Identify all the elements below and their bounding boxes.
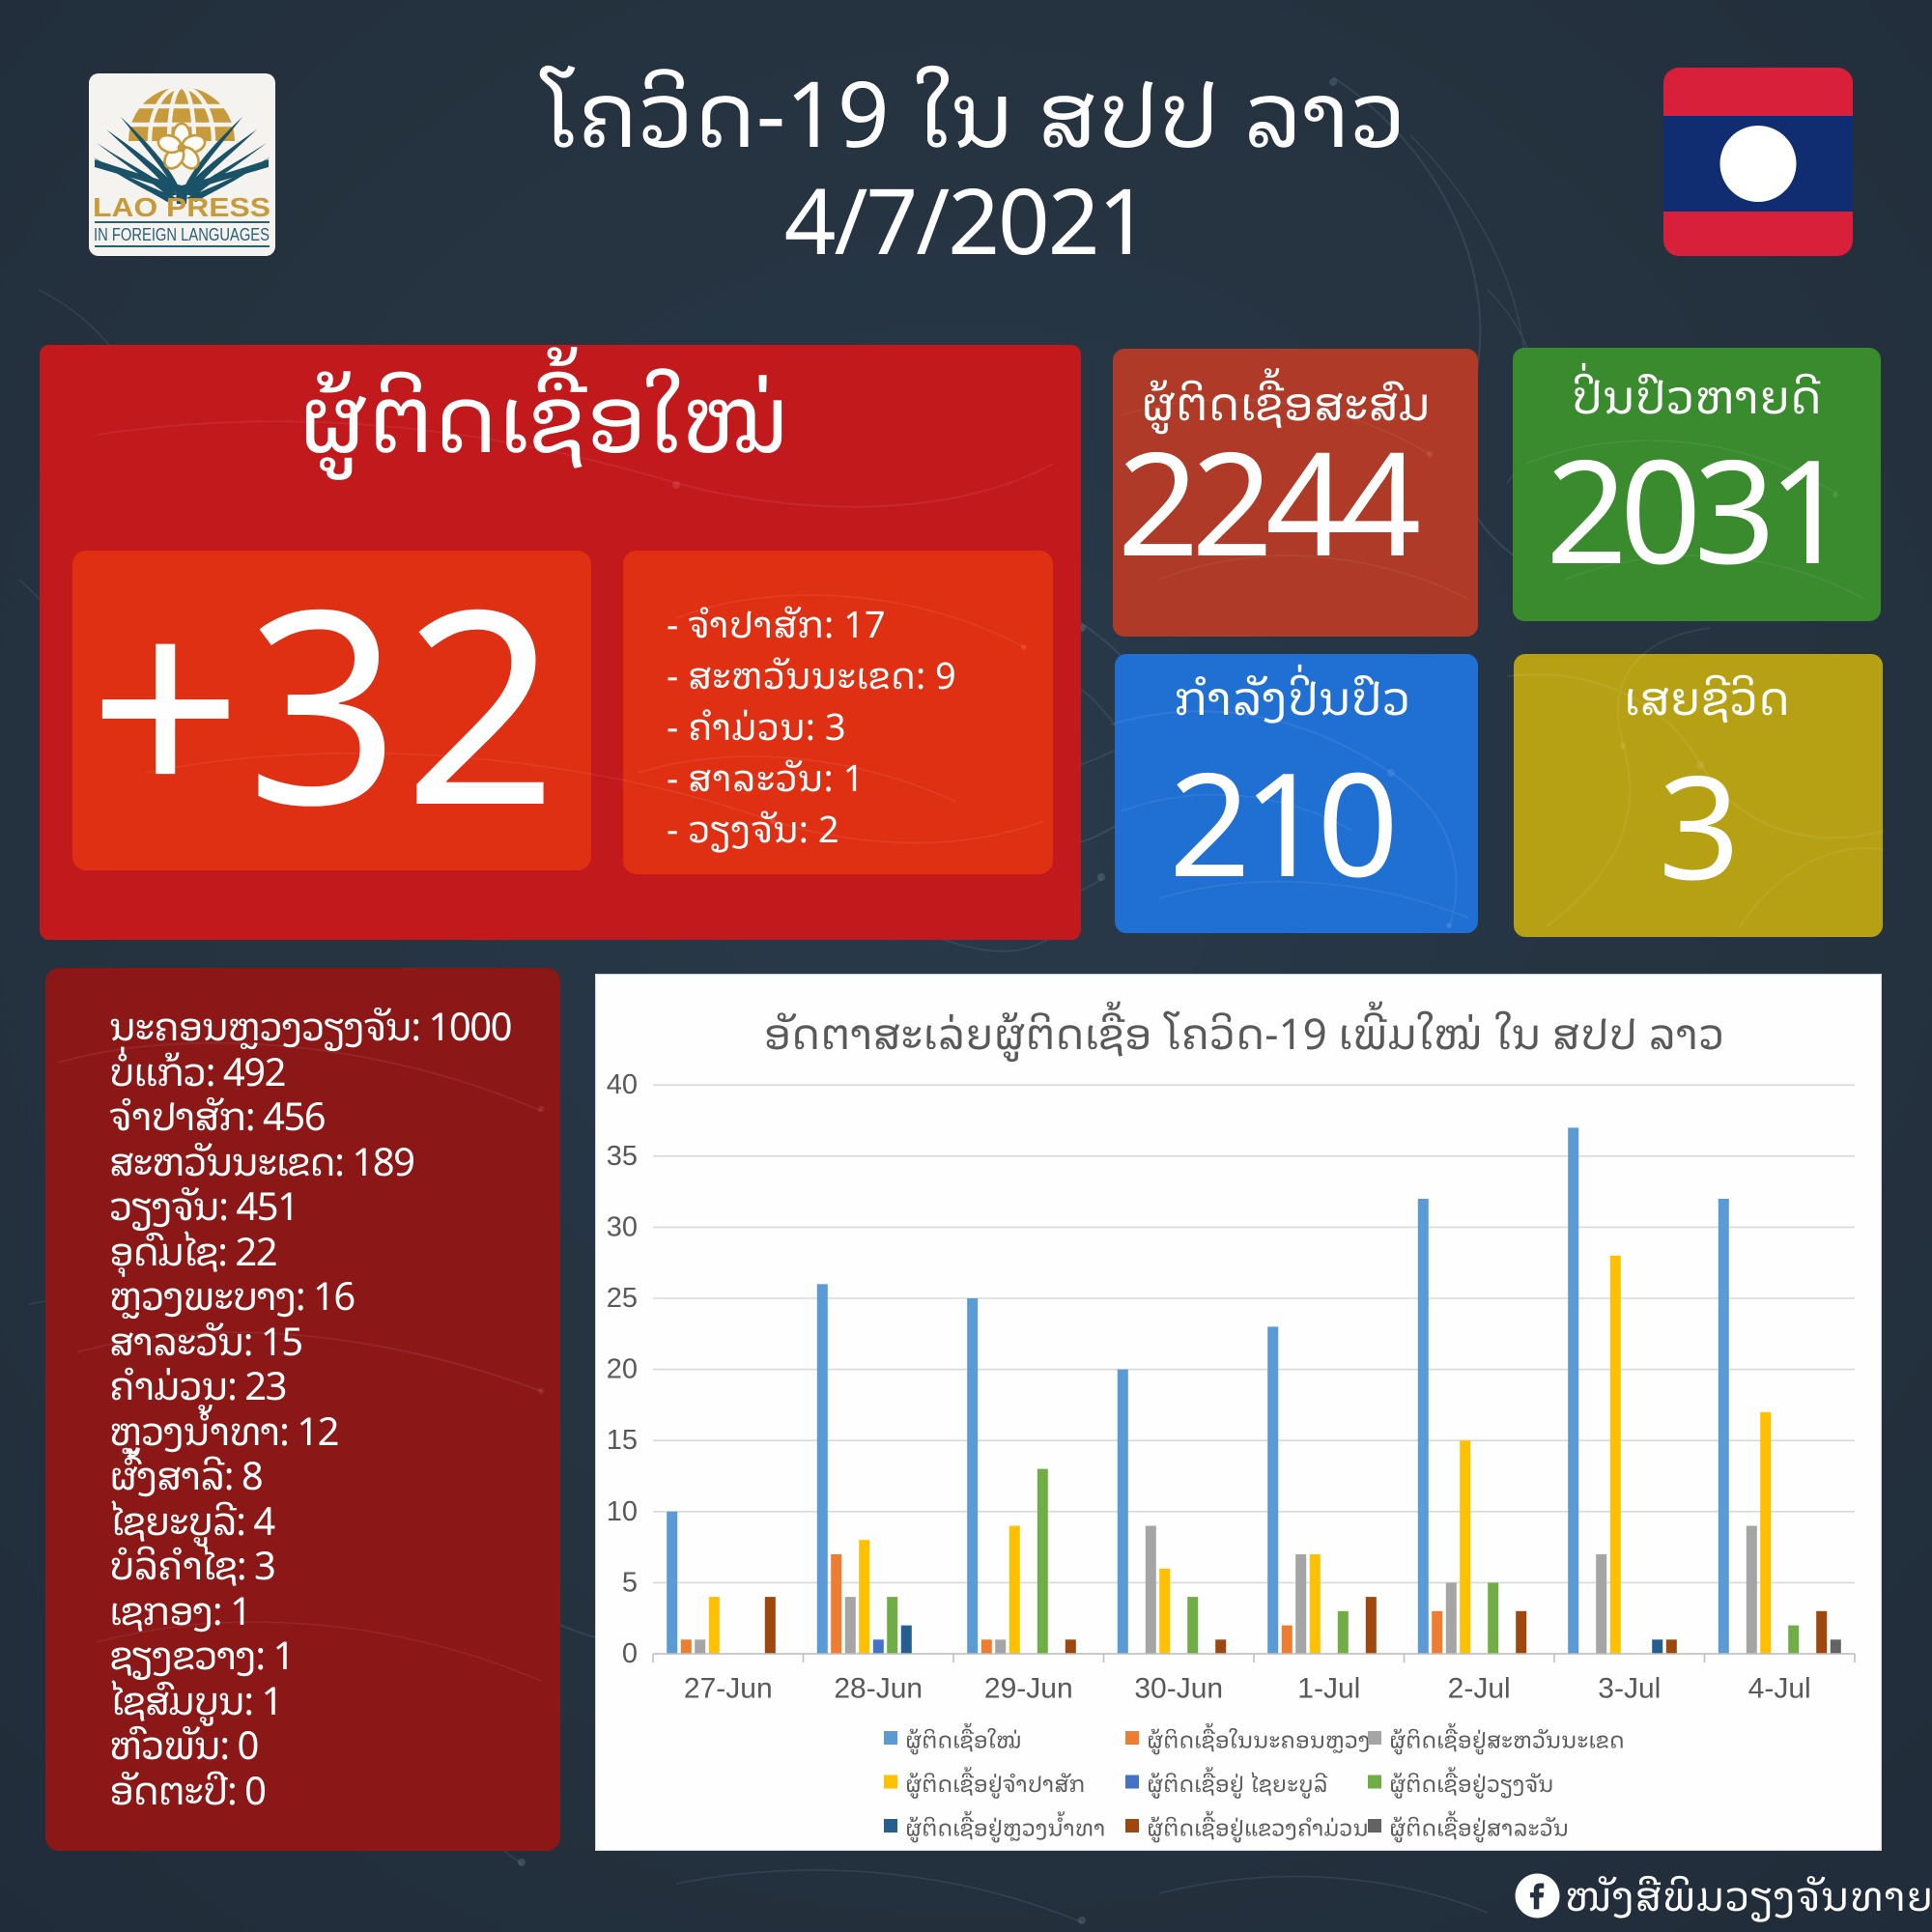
svg-text:1-Jul: 1-Jul — [1297, 1673, 1360, 1705]
svg-text:3-Jul: 3-Jul — [1598, 1673, 1661, 1705]
svg-text:ຜູ້ຕິດເຊື້ອຢູ່ສາລະວັນ: ຜູ້ຕິດເຊື້ອຢູ່ສາລະວັນ — [1389, 1809, 1569, 1845]
svg-text:5: 5 — [622, 1567, 638, 1598]
svg-text:ຜູ້ຕິດເຊື້ອໃນນະຄອນຫຼວງ: ຜູ້ຕິດເຊື້ອໃນນະຄອນຫຼວງ — [1147, 1721, 1371, 1757]
svg-text:ຜູ້ຕິດເຊື້ອຢູ່ວຽງຈັນ: ຜູ້ຕິດເຊື້ອຢູ່ວຽງຈັນ — [1389, 1765, 1553, 1801]
svg-text:ອັດຕາສະເລ່ຍຜູ້ຕິດເຊື້ອ ໂຄວິດ-1: ອັດຕາສະເລ່ຍຜູ້ຕິດເຊື້ອ ໂຄວິດ-19 ເພີ້ມໃໝ່… — [763, 997, 1724, 1065]
svg-text:0: 0 — [622, 1638, 638, 1669]
svg-text:20: 20 — [607, 1354, 638, 1385]
svg-text:27-Jun: 27-Jun — [684, 1673, 773, 1705]
svg-text:35: 35 — [607, 1141, 638, 1172]
svg-text:15: 15 — [607, 1425, 638, 1456]
svg-text:40: 40 — [607, 1069, 638, 1100]
svg-text:ຜູ້ຕິດເຊື້ອຢູ່ຈຳປາສັກ: ຜູ້ຕິດເຊື້ອຢູ່ຈຳປາສັກ — [905, 1765, 1085, 1801]
svg-text:ຜູ້ຕິດເຊື້ອຢູ່ສະຫວັນນະເຂດ: ຜູ້ຕິດເຊື້ອຢູ່ສະຫວັນນະເຂດ — [1389, 1721, 1625, 1757]
svg-text:ຜູ້ຕິດເຊື້ອຢູ່ ໄຊຍະບູລີ: ຜູ້ຕິດເຊື້ອຢູ່ ໄຊຍະບູລີ — [1147, 1765, 1328, 1801]
svg-text:2-Jul: 2-Jul — [1448, 1673, 1511, 1705]
svg-text:30-Jun: 30-Jun — [1134, 1673, 1223, 1705]
svg-text:ຜູ້ຕິດເຊື້ອຢູ່ແຂວງຄຳມ່ວນ: ຜູ້ຕິດເຊື້ອຢູ່ແຂວງຄຳມ່ວນ — [1147, 1809, 1369, 1845]
svg-text:4-Jul: 4-Jul — [1748, 1673, 1811, 1705]
svg-text:ຜູ້ຕິດເຊື້ອໃໝ່: ຜູ້ຕິດເຊື້ອໃໝ່ — [905, 1721, 1022, 1757]
svg-text:10: 10 — [607, 1496, 638, 1527]
svg-text:29-Jun: 29-Jun — [984, 1673, 1073, 1705]
svg-text:25: 25 — [607, 1283, 638, 1314]
svg-text:28-Jun: 28-Jun — [834, 1673, 923, 1705]
svg-text:LAO PRESS: LAO PRESS — [93, 192, 270, 222]
svg-text:ຜູ້ຕິດເຊື້ອຢູ່ຫຼວງນ້ຳທາ: ຜູ້ຕິດເຊື້ອຢູ່ຫຼວງນ້ຳທາ — [905, 1809, 1105, 1845]
svg-text:30: 30 — [607, 1211, 638, 1242]
svg-text:IN FOREIGN LANGUAGES: IN FOREIGN LANGUAGES — [94, 225, 270, 244]
